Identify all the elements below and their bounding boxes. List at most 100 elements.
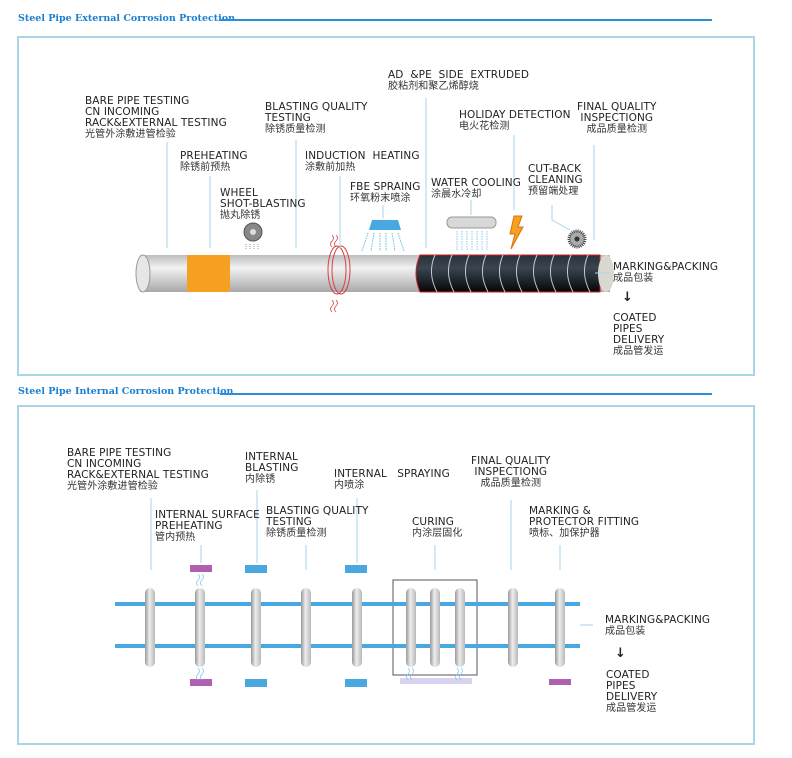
label-line: 内除锈: [245, 474, 276, 485]
label-line: INSPECTIONG: [580, 112, 654, 124]
label-line: 成品管发运: [613, 346, 664, 357]
label-line: WHEEL: [220, 187, 258, 199]
label-line: INDUCTION HEATING: [305, 150, 420, 162]
delivery-label: COATED PIPES DELIVERY 成品管发运: [606, 669, 658, 715]
label-line: 内涂层固化: [412, 528, 463, 539]
blastq-label: BLASTING QUALITY TESTING 除锈质量检测: [265, 102, 368, 136]
cutback-label: CUT-BACK CLEANING 预留端处理: [528, 163, 583, 198]
label-line: CLEANING: [528, 174, 583, 186]
label-line: 除锈质量检测: [266, 528, 327, 539]
label-line: COATED: [613, 312, 657, 324]
label-line: PIPES: [606, 680, 636, 692]
marker-unit: [549, 679, 571, 685]
label-line: TESTING: [266, 516, 312, 528]
bare-label: BARE PIPE TESTING CN INCOMING RACK&EXTERNA…: [85, 95, 227, 141]
sprayer-top: [345, 565, 367, 573]
label-line: 涂敷前加热: [305, 162, 356, 173]
process-units: [190, 565, 571, 687]
label-line: PREHEATING: [155, 520, 223, 532]
label-line: DELIVERY: [606, 691, 658, 703]
divider: [220, 393, 712, 395]
marking-label: MARKING&PACKING 成品包装: [613, 261, 719, 285]
label-line: PIPES: [613, 323, 643, 335]
pipe: [430, 588, 440, 667]
heater-bottom: [190, 679, 212, 686]
pipe-end: [135, 254, 151, 293]
divider: [220, 19, 712, 21]
preheat-label: INTERNAL SURFACE PREHEATING 管内预热: [155, 510, 260, 544]
label-line: INSPECTIONG: [474, 466, 548, 478]
pipe: [251, 588, 261, 667]
induction-label: INDUCTION HEATING 涂敷前加热: [305, 150, 420, 174]
down-arrow-icon: ↓: [615, 646, 626, 661]
label-line: BARE PIPE TESTING: [67, 447, 172, 459]
label-line: MARKING&PACKING: [613, 261, 719, 273]
curing-oven: [392, 579, 478, 676]
fbe-label: FBE SPRAING 环氧粉末喷涂: [350, 181, 421, 205]
pipe: [455, 588, 465, 667]
label-line: PROTECTOR FITTING: [529, 516, 640, 528]
label-line: COATED: [606, 669, 650, 681]
label-line: RACK&EXTERNAL TESTING: [67, 469, 209, 481]
label-line: 光管外涂敷进管检验: [85, 129, 176, 140]
coated-section: [415, 254, 601, 293]
spraying-label: INTERNAL SPRAYING 内喷涂: [334, 468, 450, 492]
label-line: WATER COOLING: [431, 177, 521, 189]
label-line: 抛丸除锈: [220, 210, 261, 221]
label-line: 除锈质量检测: [265, 124, 326, 135]
blaster-bottom: [245, 679, 267, 687]
pipe: [508, 588, 518, 667]
label-line: FBE SPRAING: [350, 181, 421, 193]
wheel-blaster-icon: [243, 222, 263, 250]
water-label: WATER COOLING 涂晨水冷却: [431, 177, 521, 201]
label-line: 胶粘剂和聚乙烯醇烧: [388, 81, 479, 92]
label-line: CN INCOMING: [85, 106, 160, 118]
preheat-label: PREHEATING 除锈前预热: [180, 150, 248, 174]
label-line: MARKING&PACKING: [605, 614, 711, 626]
sprayer-bottom: [345, 679, 367, 687]
label-line: 环氧粉末喷涂: [350, 193, 411, 204]
lightning-icon: [509, 215, 524, 250]
label-line: 除锈前预热: [180, 162, 231, 173]
holiday-label: HOLIDAY DETECTION 电火花检测: [459, 110, 571, 133]
label-line: AD &PE SIDE EXTRUDED: [388, 69, 530, 81]
blastq-label: BLASTING QUALITY TESTING 除锈质量检测: [266, 506, 369, 540]
label-line: RACK&EXTERNAL TESTING: [85, 117, 227, 129]
label-line: PREHEATING: [180, 150, 248, 162]
label-line: INTERNAL SPRAYING: [334, 468, 450, 480]
bare-label: BARE PIPE TESTING CN INCOMING RACK&EXTERNA…: [67, 447, 209, 493]
label-line: BARE PIPE TESTING: [85, 95, 190, 107]
internal-process-panel: [17, 405, 755, 745]
spray-nozzle-icon: [361, 220, 405, 252]
label-line: 涂晨水冷却: [431, 189, 482, 200]
label-line: INTERNAL: [245, 451, 298, 463]
section-title-internal: Steel Pipe Internal Corrosion Protection: [18, 386, 234, 397]
label-line: 光管外涂敷进管检验: [67, 481, 158, 492]
rail: [115, 602, 580, 606]
label-line: CUT-BACK: [528, 163, 582, 175]
heat-waves-icon: [196, 573, 463, 681]
label-line: 成品包装: [613, 273, 654, 284]
pipe: [135, 254, 614, 293]
rail: [115, 644, 580, 648]
label-line: FINAL QUALITY: [471, 455, 551, 467]
delivery-label: COATED PIPES DELIVERY 成品管发运: [613, 312, 664, 358]
label-line: 预留端处理: [528, 186, 579, 197]
blaster-top: [245, 565, 267, 573]
label-line: 电火花检测: [459, 121, 510, 132]
label-line: 成品管发运: [606, 703, 657, 714]
blasting-label: INTERNAL BLASTING 内除锈: [245, 451, 298, 486]
pipe: [555, 588, 565, 667]
heater-top: [190, 565, 212, 572]
wheel-label: WHEEL SHOT-BLASTING 抛丸除锈: [220, 187, 306, 222]
label-line: CN INCOMING: [67, 458, 142, 470]
label-line: SHOT-BLASTING: [220, 198, 306, 210]
label-line: TESTING: [265, 112, 311, 124]
pipe: [352, 588, 362, 667]
label-line: CURING: [412, 516, 455, 528]
section-title-external: Steel Pipe External Corrosion Protection: [18, 13, 236, 24]
label-line: 成品质量检测: [480, 478, 542, 489]
induction-coil-icon: [327, 234, 351, 313]
pipe: [195, 588, 205, 667]
